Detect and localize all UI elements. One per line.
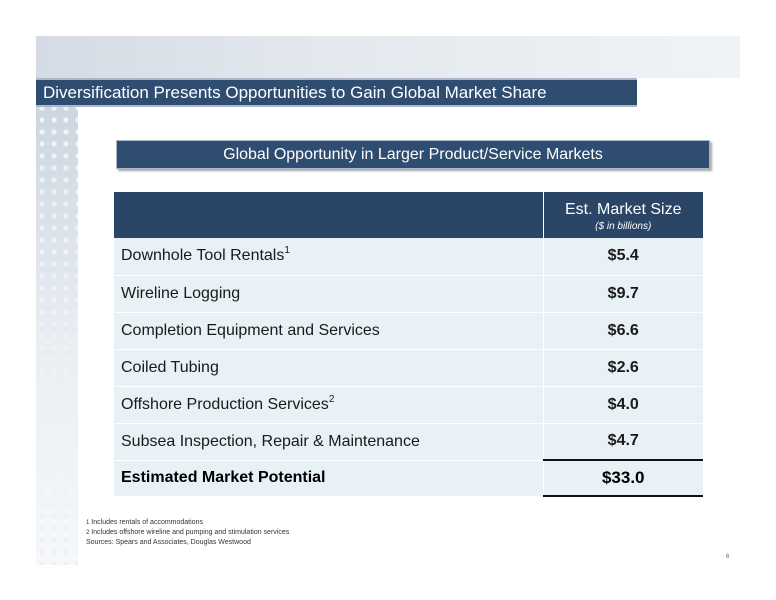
footnote-mark: 1 (86, 520, 90, 526)
slide-title: Diversification Presents Opportunities t… (36, 78, 637, 107)
top-decorative-band (36, 36, 740, 78)
table-row: Completion Equipment and Services $6.6 (114, 312, 703, 350)
row-name-cell: Offshore Production Services2 (114, 386, 544, 424)
row-footnote-mark: 2 (328, 393, 335, 405)
row-value: $5.4 (543, 238, 703, 276)
row-value: $2.6 (543, 349, 703, 387)
header-label-cell (114, 192, 544, 238)
total-row: Estimated Market Potential $33.0 (114, 459, 703, 497)
row-name: Downhole Tool Rentals (121, 247, 285, 265)
row-value: $4.0 (543, 386, 703, 424)
row-name-cell: Completion Equipment and Services (114, 312, 544, 350)
row-footnote-mark: 1 (284, 245, 290, 257)
row-value: $4.7 (543, 423, 703, 461)
footnote-mark: 2 (86, 530, 90, 536)
row-name: Offshore Production Services (121, 395, 329, 413)
row-name: Completion Equipment and Services (121, 321, 380, 339)
table-row: Coiled Tubing $2.6 (114, 349, 703, 387)
total-value: $33.0 (543, 459, 703, 497)
table-row: Downhole Tool Rentals1 $5.4 (114, 238, 703, 276)
footnote-text: Includes rentals of accommodations (91, 519, 203, 526)
row-value: $6.6 (543, 312, 703, 350)
slide: Diversification Presents Opportunities t… (36, 36, 740, 565)
row-name-cell: Wireline Logging (114, 275, 544, 313)
footnote: 2 Includes offshore wireline and pumping… (86, 528, 289, 538)
table-row: Subsea Inspection, Repair & Maintenance … (114, 423, 703, 461)
table-subtitle: Global Opportunity in Larger Product/Ser… (116, 140, 710, 169)
row-name: Coiled Tubing (121, 358, 219, 376)
header-value-cell: Est. Market Size ($ in billions) (543, 192, 703, 238)
footnote: 1 Includes rentals of accommodations (86, 518, 289, 528)
row-name: Wireline Logging (121, 284, 241, 302)
sources-note: Sources: Spears and Associates, Douglas … (86, 539, 251, 546)
footnotes: 1 Includes rentals of accommodations 2 I… (86, 518, 289, 548)
row-value: $9.7 (543, 275, 703, 313)
left-decorative-band (36, 78, 78, 565)
header-value-title: Est. Market Size (565, 201, 682, 218)
row-name-cell: Coiled Tubing (114, 349, 544, 387)
total-name: Estimated Market Potential (114, 460, 544, 496)
row-name-cell: Subsea Inspection, Repair & Maintenance (114, 423, 544, 461)
table-row: Wireline Logging $9.7 (114, 275, 703, 313)
table-header-row: Est. Market Size ($ in billions) (114, 192, 703, 238)
row-name-cell: Downhole Tool Rentals1 (114, 238, 544, 276)
table-row: Offshore Production Services2 $4.0 (114, 386, 703, 424)
page-number: 6 (726, 554, 730, 560)
row-name: Subsea Inspection, Repair & Maintenance (121, 432, 420, 450)
market-size-table: Est. Market Size ($ in billions) Downhol… (114, 192, 703, 497)
footnote-text: Includes offshore wireline and pumping a… (91, 529, 290, 536)
header-value-unit: ($ in billions) (595, 221, 652, 232)
